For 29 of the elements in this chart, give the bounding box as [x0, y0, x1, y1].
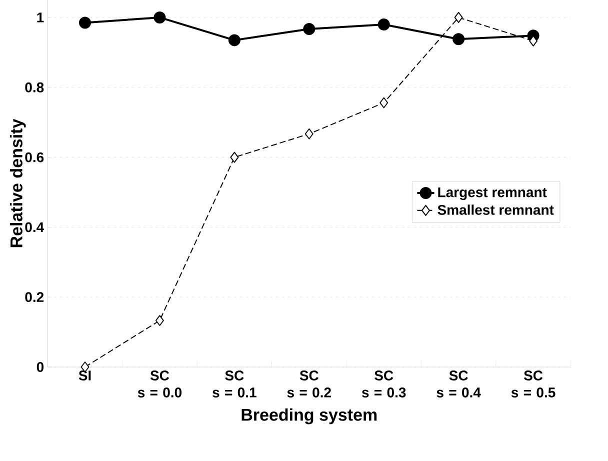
x-tick-label: SC s = 0.1 [212, 370, 256, 398]
point [79, 16, 91, 29]
x-tick-label: SC s = 0.5 [511, 370, 556, 398]
y-axis-title: Relative density [10, 118, 26, 248]
legend-label: Smallest remnant [438, 204, 554, 215]
x-tick-label: SI [78, 370, 91, 380]
y-tick-label: 0.2 [25, 292, 44, 302]
y-tick-label: 0 [36, 362, 44, 372]
x-tick-label: SC s = 0.3 [362, 370, 406, 398]
y-tick-label: 0.6 [25, 152, 44, 162]
x-axis-title: Breeding system [242, 408, 377, 424]
point [380, 97, 388, 108]
point [452, 33, 465, 46]
point [230, 152, 239, 163]
point [154, 11, 166, 24]
point [228, 34, 240, 46]
x-tick-label: SC s = 0.4 [436, 370, 481, 398]
point [155, 315, 164, 326]
y-tick-label: 0.4 [25, 222, 44, 232]
y-tick-label: 1 [37, 12, 44, 22]
point [454, 12, 463, 23]
point [378, 18, 390, 30]
x-tick-label: SC s = 0.0 [138, 370, 182, 398]
point [529, 35, 538, 46]
x-tick-label: SC s = 0.2 [287, 370, 331, 398]
point [303, 23, 316, 36]
y-tick-label: 0.8 [25, 82, 44, 92]
legend-label: Largest remnant [438, 187, 547, 200]
point [304, 128, 314, 140]
